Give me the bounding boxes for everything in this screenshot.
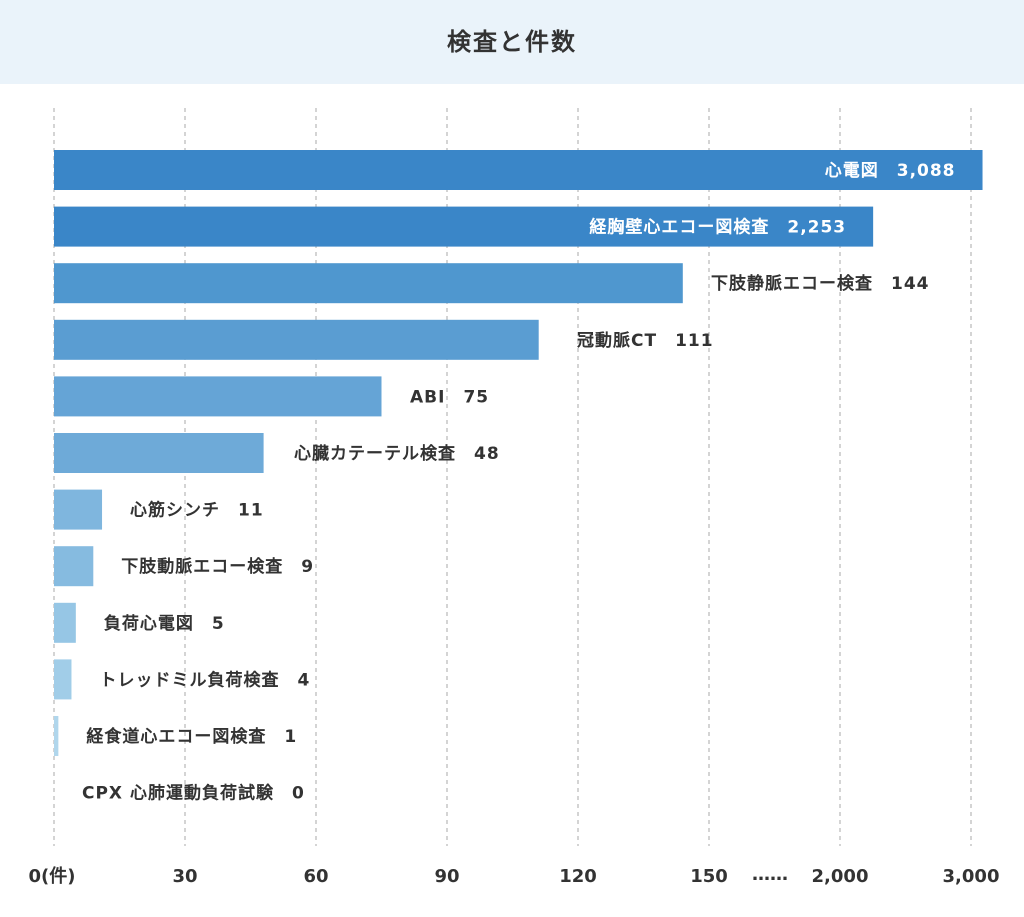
- category-label: 冠動脈CT: [577, 330, 657, 351]
- x-tick-label: 90: [434, 866, 459, 887]
- bar-label: 心電図 3,088: [825, 161, 956, 181]
- category-label: 心臓カテーテル検査: [294, 443, 456, 464]
- category-label: 経胸壁心エコー図検査: [589, 217, 769, 238]
- x-tick-label: 0(件): [29, 865, 76, 887]
- category-label: 心筋シンチ: [130, 500, 220, 521]
- bar: [54, 546, 94, 587]
- bar-label: 心臓カテーテル検査 48: [294, 443, 500, 464]
- category-label: 下肢静脈エコー検査: [711, 273, 873, 294]
- bar-label: 冠動脈CT 111: [577, 330, 714, 351]
- bar-label: 経胸壁心エコー図検査 2,253: [589, 217, 846, 238]
- value-label: 1: [284, 727, 297, 747]
- category-label: 負荷心電図: [104, 613, 194, 634]
- bar: [54, 319, 539, 360]
- value-label: 144: [891, 274, 930, 294]
- bar: [54, 206, 874, 247]
- bar: [54, 602, 76, 643]
- category-label: トレッドミル負荷検査: [99, 669, 279, 690]
- axis-break-symbol: ……: [752, 864, 788, 885]
- bar: [54, 150, 983, 190]
- x-tick-label: 120: [559, 866, 597, 887]
- value-label: 0: [292, 784, 305, 804]
- bar-label: 心筋シンチ 11: [130, 500, 264, 521]
- bar-label: 経食道心エコー図検査 1: [86, 726, 297, 747]
- category-label: 心電図: [825, 161, 879, 181]
- value-label: 2,253: [787, 218, 846, 238]
- x-tick-label: 2,000: [812, 866, 869, 887]
- category-label: 下肢動脈エコー検査: [121, 556, 283, 577]
- value-label: 111: [675, 331, 714, 351]
- category-label: 経食道心エコー図検査: [86, 726, 266, 747]
- bar: [54, 376, 382, 417]
- bar: [54, 433, 264, 473]
- bar: [54, 263, 683, 304]
- x-tick-label: 3,000: [943, 866, 1000, 887]
- title-banner: [0, 0, 1024, 84]
- value-label: 4: [297, 670, 310, 690]
- value-label: 9: [301, 557, 314, 577]
- x-tick-label: 60: [303, 866, 328, 887]
- bar-label: CPX 心肺運動負荷試験 0: [82, 783, 305, 804]
- value-label: 11: [238, 501, 264, 521]
- chart-title: 検査と件数: [447, 28, 577, 56]
- bar-label: 下肢動脈エコー検査 9: [121, 556, 314, 577]
- bar-label: 下肢静脈エコー検査 144: [711, 273, 930, 294]
- bar-label: トレッドミル負荷検査 4: [99, 669, 310, 690]
- x-tick-label: 30: [172, 866, 197, 887]
- value-label: 3,088: [897, 161, 956, 181]
- value-label: 75: [463, 387, 489, 407]
- bar: [54, 659, 72, 700]
- value-label: 48: [474, 444, 500, 464]
- bar: [54, 489, 103, 530]
- category-label: ABI: [410, 387, 445, 407]
- category-label: CPX 心肺運動負荷試験: [82, 783, 274, 804]
- bar-label: ABI 75: [410, 387, 489, 407]
- bar-label: 負荷心電図 5: [104, 613, 225, 634]
- bar: [54, 716, 59, 756]
- x-tick-label: 150: [690, 866, 728, 887]
- value-label: 5: [212, 614, 225, 634]
